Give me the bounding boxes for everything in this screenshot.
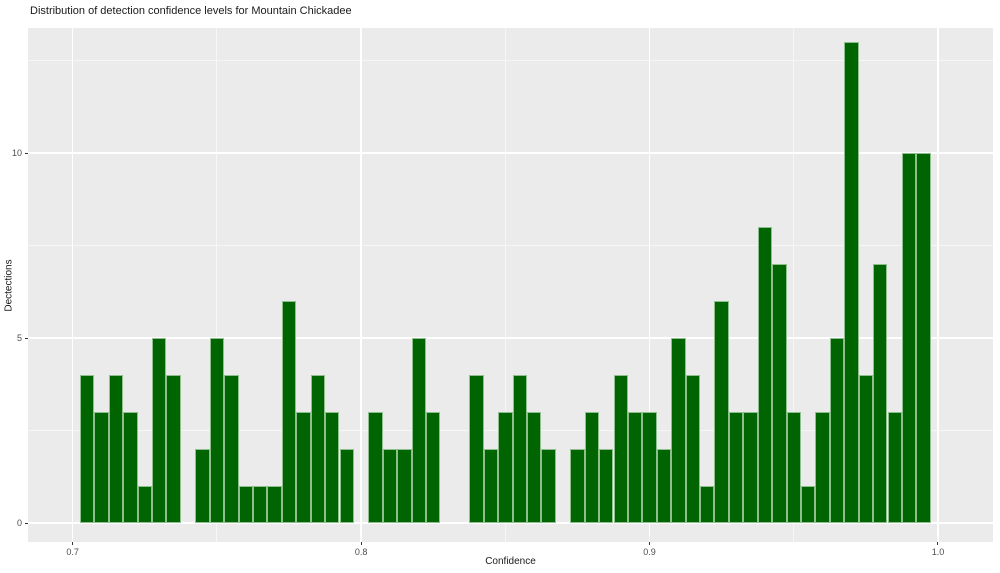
histogram-bar <box>772 264 787 523</box>
histogram-bar <box>296 412 311 523</box>
histogram-bar <box>252 486 268 523</box>
histogram-bar <box>526 412 542 523</box>
y-tick-mark <box>25 152 28 154</box>
histogram-bar <box>656 449 672 523</box>
y-tick-mark <box>25 337 28 339</box>
histogram-bar <box>613 375 628 523</box>
x-major-gridline <box>648 28 651 542</box>
histogram-bar <box>873 264 888 523</box>
histogram-bar <box>887 412 902 523</box>
histogram-bar <box>281 301 297 523</box>
histogram-bar <box>382 449 398 523</box>
histogram-bar <box>671 338 686 523</box>
histogram-bar <box>829 338 845 523</box>
histogram-bar <box>800 486 816 523</box>
y-tick-label: 5 <box>16 333 22 343</box>
x-tick-label: 0.7 <box>66 547 79 557</box>
histogram-bar <box>267 486 282 523</box>
histogram-bar <box>209 338 225 523</box>
y-tick-mark <box>25 522 28 524</box>
y-axis-title: Dectections <box>3 259 15 312</box>
histogram-bar <box>123 412 138 523</box>
x-minor-gridline <box>504 28 506 542</box>
chart-title: Distribution of detection confidence lev… <box>30 5 352 17</box>
histogram-bar <box>411 338 427 523</box>
histogram-bar <box>339 449 354 523</box>
histogram-bar <box>325 412 340 523</box>
x-minor-gridline <box>793 28 795 542</box>
histogram-bar <box>916 153 931 523</box>
histogram-bar <box>901 153 917 523</box>
y-minor-gridline <box>28 245 993 246</box>
x-major-gridline <box>937 28 939 542</box>
histogram-bar <box>166 375 181 523</box>
histogram-bar <box>570 449 585 523</box>
x-minor-gridline <box>216 28 218 542</box>
histogram-bar <box>238 486 253 523</box>
x-major-gridline <box>71 28 74 542</box>
histogram-bar <box>195 449 210 523</box>
histogram-bar <box>79 375 95 523</box>
x-tick-mark <box>360 542 362 545</box>
histogram-bar <box>627 412 643 523</box>
histogram-bar <box>483 449 499 523</box>
x-tick-label: 0.9 <box>643 547 656 557</box>
histogram-bar <box>584 412 600 523</box>
histogram-bar <box>858 375 874 523</box>
histogram-bar <box>642 412 657 523</box>
y-major-gridline <box>28 337 993 339</box>
histogram-bar <box>469 375 484 523</box>
histogram-bar <box>512 375 527 523</box>
histogram-bar <box>743 412 758 523</box>
y-major-gridline <box>28 522 993 524</box>
y-minor-gridline <box>28 60 993 61</box>
histogram-bar <box>498 412 513 523</box>
y-tick-label: 10 <box>11 148 22 158</box>
histogram-bar <box>152 338 167 523</box>
x-tick-label: 1.0 <box>931 547 945 557</box>
histogram-bar <box>815 412 830 523</box>
plot-panel <box>28 28 993 542</box>
histogram-bar <box>728 412 744 523</box>
histogram-bar <box>599 449 614 523</box>
x-tick-mark <box>937 542 939 545</box>
histogram-bar <box>426 412 441 523</box>
x-axis-title: Confidence <box>485 556 536 567</box>
x-tick-label: 0.8 <box>354 547 368 557</box>
histogram-bar <box>310 375 326 523</box>
y-major-gridline <box>28 152 993 154</box>
histogram-bar <box>757 227 773 523</box>
histogram-bar <box>224 375 239 523</box>
histogram-bar <box>368 412 383 523</box>
y-tick-label: 0 <box>16 518 22 528</box>
x-major-gridline <box>360 28 362 542</box>
histogram-bar <box>541 449 556 523</box>
histogram-bar <box>108 375 124 523</box>
histogram-bar <box>397 449 412 523</box>
histogram-bar <box>786 412 801 523</box>
x-tick-mark <box>649 542 651 545</box>
histogram-bar <box>137 486 152 523</box>
x-tick-mark <box>72 542 74 545</box>
histogram-bar <box>94 412 109 523</box>
histogram-bar <box>700 486 715 523</box>
histogram-bar <box>685 375 701 523</box>
histogram-bar <box>844 42 859 523</box>
histogram-bar <box>714 301 729 523</box>
